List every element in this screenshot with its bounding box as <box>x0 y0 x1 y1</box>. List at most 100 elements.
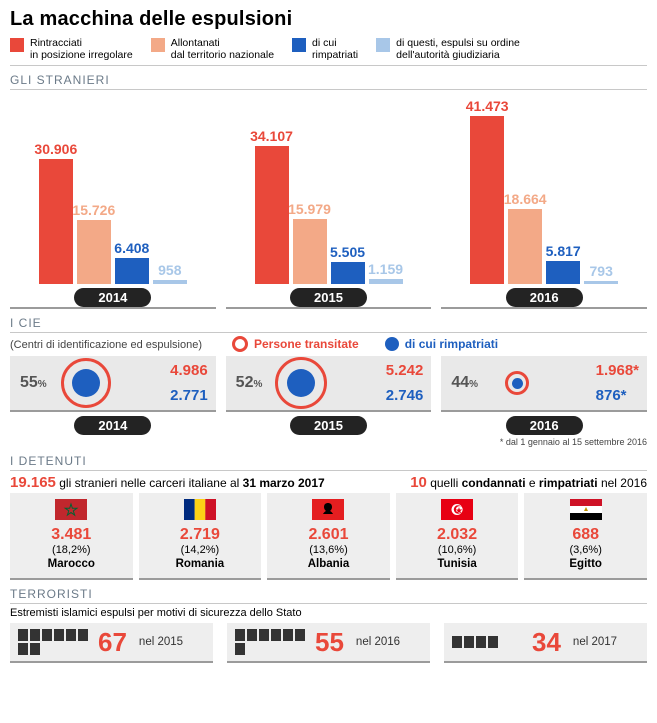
bar-value: 34.107 <box>250 128 293 146</box>
country-cell: 2.601(13,6%) Albania <box>267 493 390 580</box>
ring-icon <box>232 336 248 352</box>
bar-value: 30.906 <box>34 141 77 159</box>
bar-value: 18.664 <box>504 191 547 209</box>
cie-legend-row: (Centri di identificazione ed espulsione… <box>10 336 647 352</box>
legend-item: di cuirimpatriati <box>292 37 358 61</box>
detenuti-header: 19.165 gli stranieri nelle carceri itali… <box>10 474 647 491</box>
year-pill: 2014 <box>74 288 151 307</box>
person-icon <box>464 636 474 648</box>
cie-cell: 44%1.968*876*2016 <box>441 356 647 435</box>
bar-value: 958 <box>158 262 181 280</box>
bar: 793 <box>584 281 618 284</box>
person-icon <box>235 643 245 655</box>
cie-inner-val: 876* <box>596 387 639 404</box>
country-pct: (10,6%) <box>400 544 515 556</box>
person-icon <box>476 636 486 648</box>
year-pill: 2015 <box>290 416 367 435</box>
bar-value: 5.505 <box>330 244 365 262</box>
bar-value: 793 <box>589 263 612 281</box>
cie-footnote: * dal 1 gennaio al 15 settembre 2016 <box>10 437 647 447</box>
person-icon <box>42 629 52 641</box>
country-pct: (18,2%) <box>14 544 129 556</box>
cie-outer-val: 5.242 <box>386 362 424 379</box>
person-icon <box>247 629 257 641</box>
year-pill: 2016 <box>506 288 583 307</box>
person-icon <box>54 629 64 641</box>
flag-icon <box>184 499 216 520</box>
terroristi-year: nel 2015 <box>139 636 183 648</box>
people-icons <box>235 629 305 655</box>
terroristi-sub: Estremisti islamici espulsi per motivi d… <box>10 607 647 619</box>
country-value: 688 <box>528 526 643 544</box>
terroristi-value: 55 <box>315 629 344 655</box>
legend-swatch <box>10 38 24 52</box>
person-icon <box>30 643 40 655</box>
section-detenuti: I DETENUTI <box>10 451 647 471</box>
country-name: Egitto <box>528 558 643 570</box>
terroristi-cell: 67 nel 2015 <box>10 623 213 663</box>
person-icon <box>78 629 88 641</box>
people-icons <box>452 636 522 648</box>
bar: 34.107 <box>255 146 289 284</box>
bar: 41.473 <box>470 116 504 284</box>
person-icon <box>271 629 281 641</box>
detenuti-total: 19.165 <box>10 474 56 491</box>
country-value: 2.601 <box>271 526 386 544</box>
people-icons <box>18 629 88 655</box>
year-pill: 2015 <box>290 288 367 307</box>
cie-legend-item: Persone transitate <box>232 336 359 352</box>
country-cell: 2.032(10,6%) Tunisia <box>396 493 519 580</box>
chart-year: 34.10715.9795.5051.1592015 <box>226 94 432 309</box>
bar-value: 41.473 <box>466 98 509 116</box>
person-icon <box>488 636 498 648</box>
cie-inner-val: 2.746 <box>386 387 424 404</box>
terroristi-row: 67 nel 2015 55nel 2016 34nel 2017 <box>10 623 647 663</box>
country-name: Marocco <box>14 558 129 570</box>
donut-inner <box>72 369 100 397</box>
person-icon <box>452 636 462 648</box>
person-icon <box>66 629 76 641</box>
bar-value: 6.408 <box>114 240 149 258</box>
cie-sub: (Centri di identificazione ed espulsione… <box>10 339 202 351</box>
bar: 15.726 <box>77 220 111 284</box>
person-icon <box>18 629 28 641</box>
country-cell: 3.481(18,2%)Marocco <box>10 493 133 580</box>
country-value: 2.032 <box>400 526 515 544</box>
country-name: Romania <box>143 558 258 570</box>
legend-swatch <box>151 38 165 52</box>
legend-item: Allontanatidal territorio nazionale <box>151 37 274 61</box>
chart-year: 30.90615.7266.4089582014 <box>10 94 216 309</box>
terroristi-cell: 34nel 2017 <box>444 623 647 663</box>
country-pct: (14,2%) <box>143 544 258 556</box>
bar: 6.408 <box>115 258 149 284</box>
country-pct: (3,6%) <box>528 544 643 556</box>
flag-icon <box>441 499 473 520</box>
terroristi-year: nel 2017 <box>573 636 617 648</box>
country-name: Albania <box>271 558 386 570</box>
legend-label: di questi, espulsi su ordinedell'autorit… <box>396 37 520 61</box>
bar: 958 <box>153 280 187 284</box>
stranieri-charts: 30.90615.7266.408958201434.10715.9795.50… <box>10 94 647 309</box>
bar: 15.979 <box>293 219 327 284</box>
person-icon <box>235 629 245 641</box>
cie-inner-val: 2.771 <box>170 387 208 404</box>
flag-icon <box>570 499 602 520</box>
cie-legend-item: di cui rimpatriati <box>385 336 498 352</box>
section-cie: I CIE <box>10 313 647 333</box>
person-icon <box>295 629 305 641</box>
terroristi-cell: 55nel 2016 <box>227 623 430 663</box>
cie-row: 55%4.9862.7712014 52% 5.242 2.746 2015 44%1.9… <box>10 356 647 435</box>
cie-cell: 52% 5.242 2.746 2015 <box>226 356 432 435</box>
person-icon <box>283 629 293 641</box>
bar-value: 5.817 <box>546 243 581 261</box>
main-legend: Rintracciatiin posizione irregolare Allon… <box>10 37 647 66</box>
cie-pct: 55% <box>20 374 47 392</box>
cie-pct: 52% <box>236 374 263 392</box>
bar: 5.817 <box>546 261 580 285</box>
section-stranieri: GLI STRANIERI <box>10 70 647 90</box>
cie-cell: 55%4.9862.7712014 <box>10 356 216 435</box>
terroristi-value: 67 <box>98 629 127 655</box>
country-name: Tunisia <box>400 558 515 570</box>
country-pct: (13,6%) <box>271 544 386 556</box>
legend-item: Rintracciatiin posizione irregolare <box>10 37 133 61</box>
